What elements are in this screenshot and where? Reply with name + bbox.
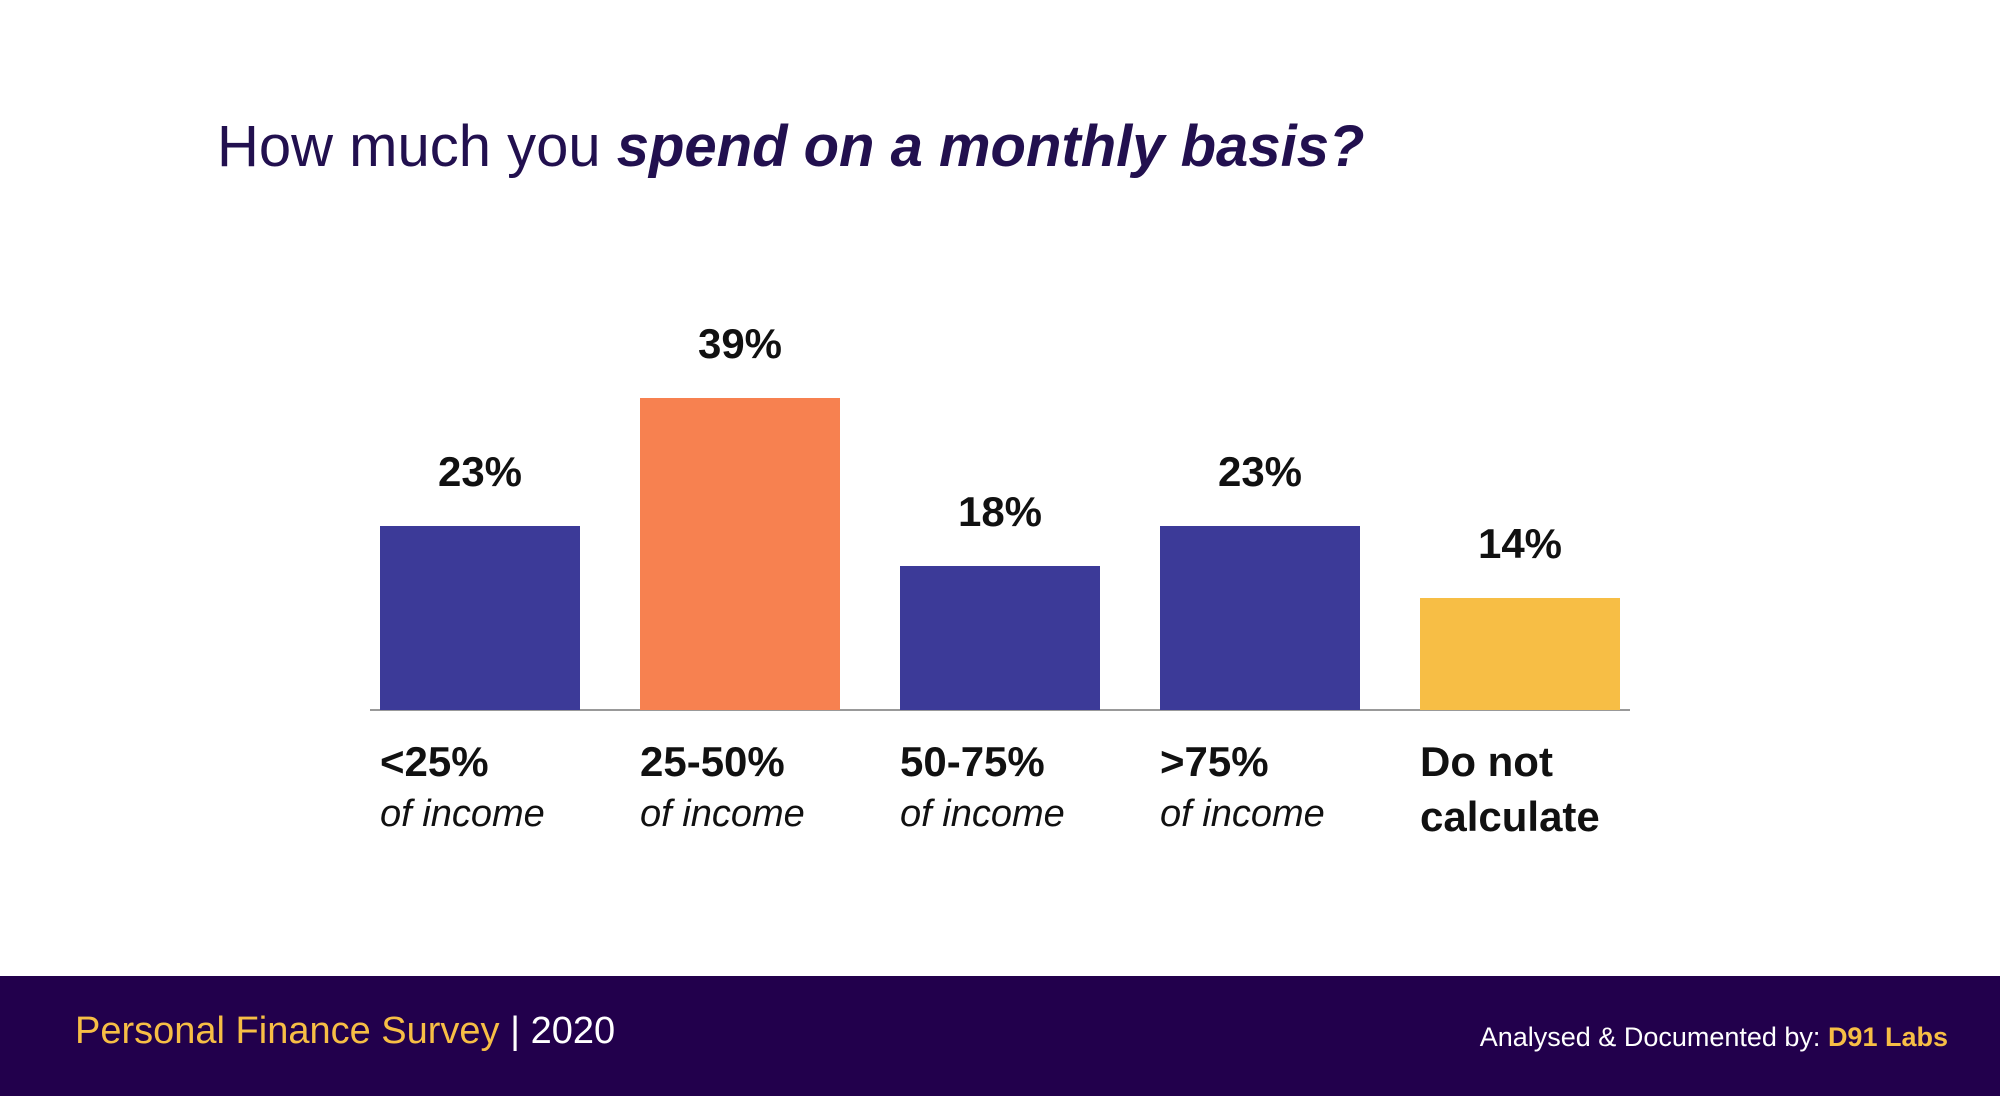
footer-credit: Analysed & Documented by: D91 Labs bbox=[1480, 1022, 1948, 1053]
bar-value-label-3: 18% bbox=[958, 488, 1042, 535]
category-label-sub: calculate bbox=[1420, 792, 1600, 840]
footer-separator: | bbox=[510, 1010, 520, 1052]
category-label-main: Do not bbox=[1420, 738, 1553, 785]
footer-survey-title: Personal Finance Survey | 2020 bbox=[75, 1010, 615, 1053]
credit-prefix: Analysed & Documented by: bbox=[1479, 1022, 1828, 1052]
footer: Personal Finance Survey | 2020 Analysed … bbox=[0, 976, 2000, 1096]
category-label-3: 50-75% of income bbox=[900, 735, 1065, 839]
chart-title-prefix: How much you bbox=[217, 114, 617, 179]
category-label-2: 25-50% of income bbox=[640, 735, 805, 839]
bar-value-label-5: 14% bbox=[1478, 520, 1562, 567]
bar-value-label-4: 23% bbox=[1218, 448, 1302, 495]
bar-3 bbox=[900, 566, 1100, 710]
category-label-sub: of income bbox=[1160, 792, 1325, 835]
survey-name: Personal Finance Survey bbox=[75, 1010, 500, 1052]
bar-2 bbox=[640, 398, 840, 710]
category-label-sub: of income bbox=[380, 792, 545, 835]
bar-value-label-1: 23% bbox=[438, 448, 522, 495]
bar-1 bbox=[380, 526, 580, 710]
category-label-sub: of income bbox=[900, 792, 1065, 835]
category-label-1: <25% of income bbox=[380, 735, 545, 839]
chart-title-emphasis: spend on a monthly basis? bbox=[616, 114, 1365, 179]
category-label-main: >75% bbox=[1160, 738, 1269, 785]
category-label-5: Do not calculate bbox=[1420, 735, 1600, 844]
category-label-sub: of income bbox=[640, 792, 805, 835]
bar-4 bbox=[1160, 526, 1360, 710]
bar-value-label-2: 39% bbox=[698, 320, 782, 367]
credit-brand: D91 Labs bbox=[1827, 1022, 1948, 1052]
survey-year: 2020 bbox=[530, 1010, 616, 1052]
bar-chart: 23% 39% 18% 23% 14% bbox=[370, 320, 1630, 711]
category-label-main: 50-75% bbox=[900, 738, 1045, 785]
chart-title: How much you spend on a monthly basis? bbox=[217, 112, 1364, 182]
bar-5 bbox=[1420, 598, 1620, 710]
category-label-main: 25-50% bbox=[640, 738, 785, 785]
category-label-main: <25% bbox=[380, 738, 489, 785]
category-label-4: >75% of income bbox=[1160, 735, 1325, 839]
